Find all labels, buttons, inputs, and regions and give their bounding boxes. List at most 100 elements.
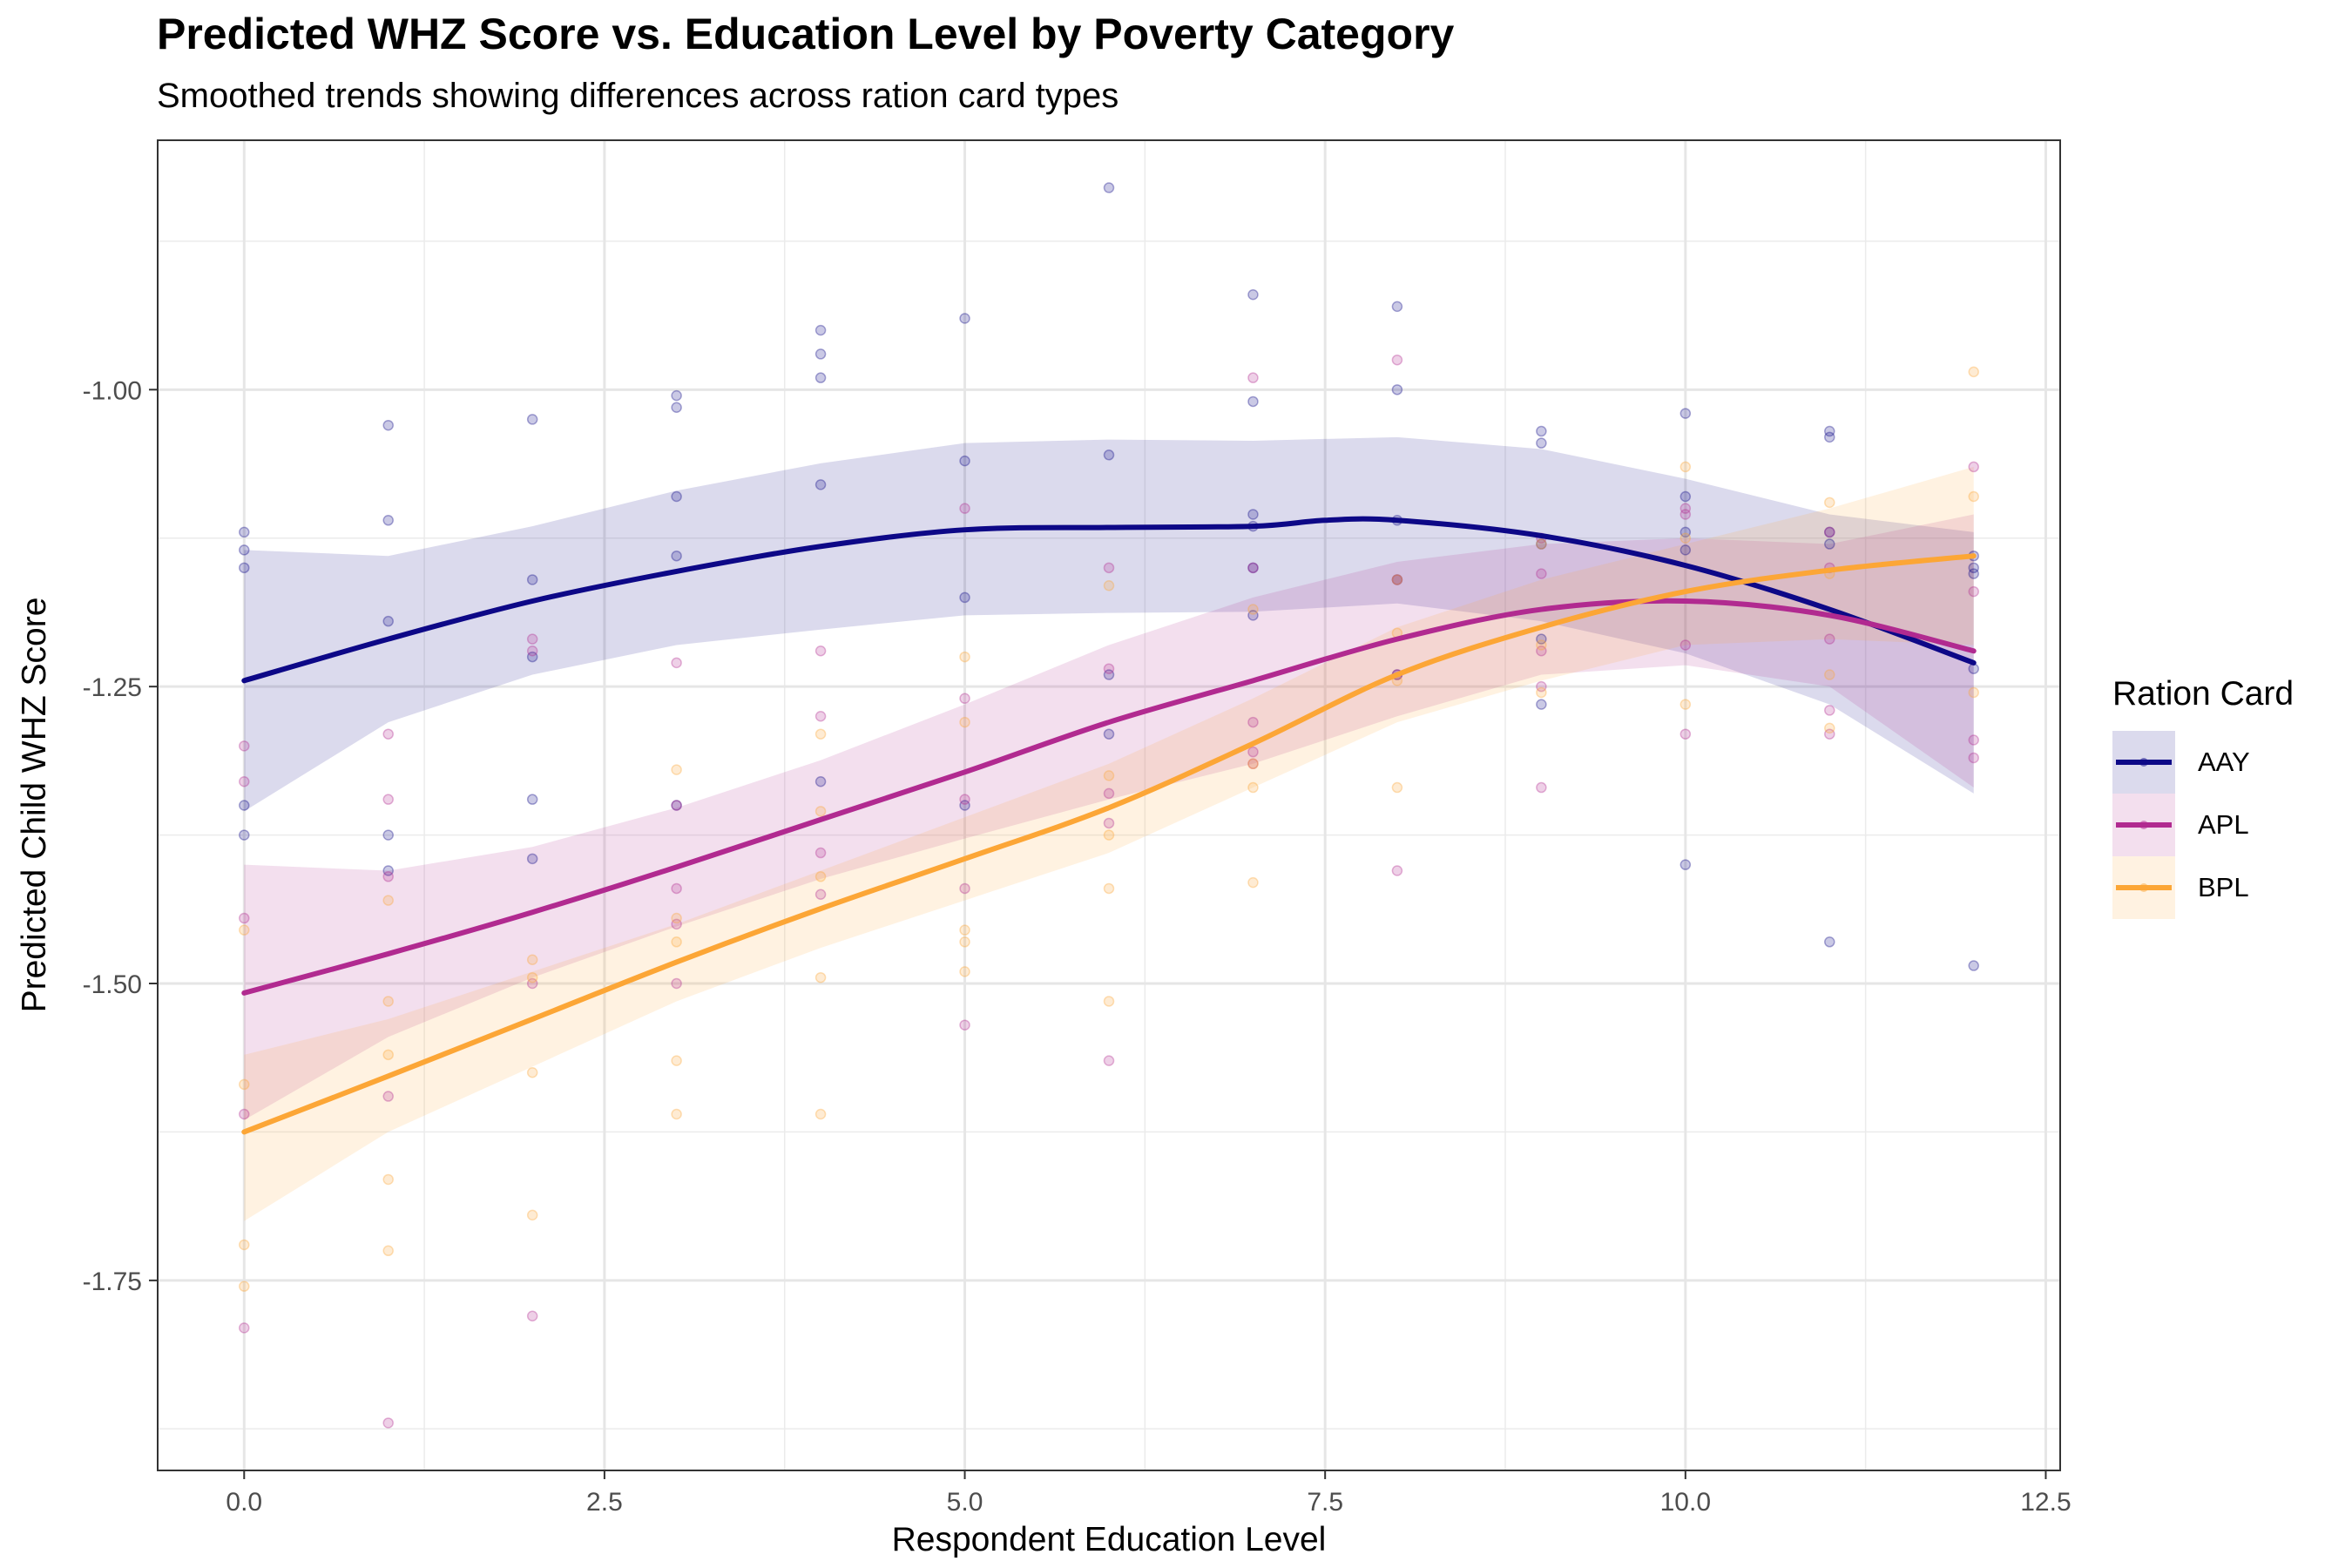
x-tick-label: 5.0: [947, 1488, 983, 1517]
data-point-apl: [1247, 716, 1259, 728]
data-point-bpl: [1391, 574, 1403, 585]
data-point-bpl: [1824, 722, 1835, 734]
data-point-bpl: [526, 1209, 538, 1221]
data-point-bpl: [382, 1049, 394, 1061]
data-point-bpl: [814, 806, 827, 817]
data-point-aay: [1536, 437, 1547, 449]
data-point-apl: [1824, 705, 1835, 716]
legend-items: AAY APL BPL: [2112, 731, 2294, 919]
data-point-apl: [1103, 1055, 1115, 1066]
minor-gridlines: [158, 140, 2060, 1470]
data-point-aay: [814, 372, 827, 383]
data-point-aay: [382, 515, 394, 526]
legend-item-bpl: BPL: [2112, 856, 2294, 919]
data-point-aay: [1391, 574, 1403, 585]
chart-subtitle: Smoothed trends showing differences acro…: [157, 77, 1119, 115]
data-point-bpl: [1680, 461, 1692, 473]
data-point-bpl: [1968, 490, 1979, 503]
data-point-aay: [1536, 633, 1547, 645]
data-point-apl: [1680, 503, 1692, 514]
data-point-aay: [1824, 425, 1835, 437]
data-point-bpl: [1103, 996, 1115, 1007]
data-point-aay: [1536, 538, 1547, 550]
data-point-apl: [671, 800, 682, 811]
data-point-apl: [671, 977, 682, 990]
data-point-bpl: [382, 1245, 394, 1257]
data-point-apl: [1680, 509, 1692, 520]
data-point-apl: [382, 728, 394, 740]
data-point-aay: [1968, 562, 1979, 574]
data-point-aay: [1103, 728, 1115, 740]
data-point-apl: [1536, 568, 1547, 579]
y-tick-label: -1.50: [83, 970, 142, 999]
data-point-apl: [959, 693, 970, 705]
data-point-aay: [1103, 669, 1115, 680]
data-point-aay: [1536, 699, 1547, 710]
data-point-apl: [526, 645, 538, 657]
data-point-apl: [239, 775, 250, 787]
data-point-aay: [239, 829, 250, 841]
smooth-line-aay: [241, 516, 1977, 684]
data-point-bpl: [1247, 876, 1259, 889]
data-point-apl: [671, 882, 682, 895]
data-point-aay: [382, 419, 394, 431]
data-point-apl: [1103, 817, 1115, 829]
data-point-apl: [1536, 781, 1547, 794]
y-axis-label: Predicted Child WHZ Score: [16, 598, 53, 1013]
data-point-apl: [671, 657, 682, 669]
data-point-apl: [814, 710, 827, 722]
data-point-bpl: [671, 912, 682, 924]
data-point-aay: [1680, 490, 1692, 503]
data-point-apl: [814, 889, 827, 901]
confidence-band-bpl: [244, 466, 1974, 1221]
data-point-bpl: [959, 966, 970, 977]
data-point-apl: [1391, 865, 1403, 876]
data-point-apl: [1536, 680, 1547, 693]
data-point-bpl: [239, 924, 250, 936]
legend-label: APL: [2198, 809, 2249, 840]
data-point-aay: [1680, 526, 1692, 538]
data-point-aay: [1968, 568, 1979, 579]
legend-title: Ration Card: [2112, 675, 2295, 713]
data-point-apl: [1103, 562, 1115, 574]
data-point-bpl: [1247, 604, 1259, 615]
data-point-apl: [526, 633, 538, 645]
x-axis: 0.0 2.5 5.0 7.5 10.0 12.5: [226, 1470, 2072, 1517]
data-point-apl: [1968, 734, 1979, 746]
x-tick-label: 7.5: [1307, 1488, 1343, 1517]
data-point-bpl: [959, 651, 970, 663]
data-point-bpl: [382, 1173, 394, 1186]
data-point-bpl: [671, 936, 682, 948]
data-point-aay: [814, 775, 827, 787]
data-point-bpl: [382, 895, 394, 906]
x-axis-label: Respondent Education Level: [892, 1521, 1327, 1558]
data-point-apl: [1680, 639, 1692, 651]
data-point-apl: [1968, 461, 1979, 473]
data-point-bpl: [814, 728, 827, 740]
data-point-bpl: [1680, 532, 1692, 544]
data-point-aay: [814, 324, 827, 336]
data-point-bpl: [1824, 497, 1835, 509]
data-point-apl: [239, 1108, 250, 1120]
data-point-apl: [814, 645, 827, 657]
data-point-aay: [671, 550, 682, 562]
legend-item-apl: APL: [2112, 794, 2294, 856]
data-point-bpl: [1968, 366, 1979, 378]
data-point-aay: [814, 479, 827, 490]
data-points: [239, 182, 1979, 1429]
data-point-aay: [382, 615, 394, 627]
data-point-bpl: [1103, 829, 1115, 841]
data-point-aay: [1247, 509, 1259, 520]
data-point-bpl: [1968, 686, 1979, 699]
data-point-bpl: [1103, 882, 1115, 895]
data-point-bpl: [526, 971, 538, 983]
legend: Ration Card AAY APL BPL: [2112, 675, 2294, 919]
data-point-aay: [1536, 425, 1547, 437]
data-point-aay: [1391, 301, 1403, 313]
data-point-aay: [1824, 538, 1835, 550]
legend-key-bpl: [2112, 856, 2175, 919]
data-point-bpl: [1103, 580, 1115, 591]
y-axis: -1.00 -1.25 -1.50 -1.75: [83, 376, 158, 1296]
data-point-bpl: [959, 936, 970, 948]
